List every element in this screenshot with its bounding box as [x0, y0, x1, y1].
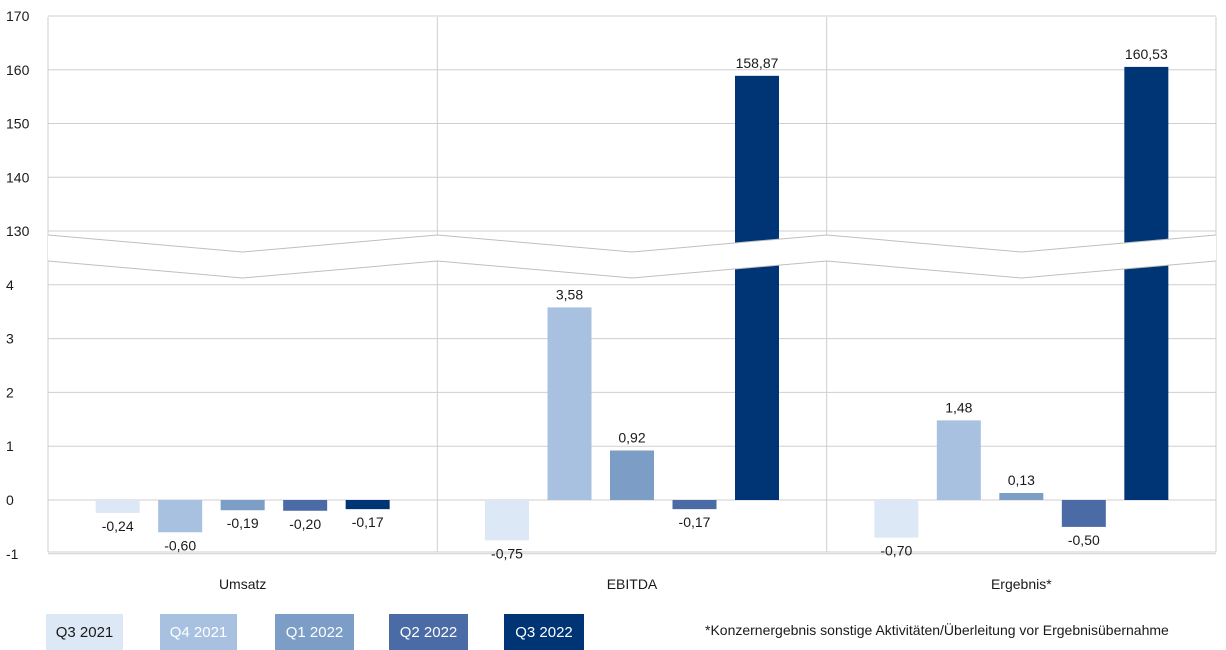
legend-item: Q3 2021	[46, 614, 123, 650]
data-label: 158,87	[736, 55, 779, 71]
y-tick-label: 0	[6, 492, 14, 508]
data-label: -0,70	[880, 543, 912, 559]
bar	[672, 500, 717, 510]
legend-item: Q1 2022	[275, 614, 354, 650]
bar	[345, 500, 390, 510]
data-label: 0,92	[618, 430, 645, 446]
y-tick-label: 4	[6, 277, 14, 293]
bar	[1061, 500, 1106, 527]
y-tick-label: 140	[6, 169, 30, 185]
data-label: -0,17	[679, 514, 711, 530]
data-label: -0,17	[352, 514, 384, 530]
category-label: Ergebnis*	[991, 576, 1052, 592]
data-label: -0,19	[227, 515, 259, 531]
data-label: -0,24	[102, 518, 134, 534]
legend-item: Q2 2022	[389, 614, 468, 650]
data-label: 3,58	[556, 286, 583, 302]
y-tick-label: 2	[6, 384, 14, 400]
y-tick-label: 160	[6, 62, 30, 78]
bar	[936, 420, 981, 500]
y-tick-label: 150	[6, 116, 30, 132]
data-label: 0,13	[1008, 472, 1035, 488]
data-label: 1,48	[945, 399, 972, 415]
legend-item: Q3 2022	[504, 614, 584, 650]
bar	[485, 500, 529, 541]
y-tick-label: 170	[6, 8, 30, 24]
category-label: Umsatz	[219, 576, 266, 592]
bar	[220, 500, 265, 511]
y-tick-label: 130	[6, 223, 30, 239]
bar	[158, 500, 203, 533]
bar	[95, 500, 140, 513]
bar	[874, 500, 919, 538]
data-label: -0,60	[164, 537, 196, 553]
y-tick-label: -1	[6, 546, 19, 562]
bar	[610, 450, 654, 500]
bar	[999, 493, 1044, 500]
category-label: EBITDA	[607, 576, 658, 592]
bar-chart: -1 0 1 2 3 4 130 140 150 160 170 Umsatz EBITDA Ergebn…	[6, 8, 1217, 592]
bar	[1124, 66, 1169, 501]
data-label: -0,20	[289, 516, 321, 532]
axis-break-line-bottom	[47, 260, 1217, 279]
axis-break-band	[48, 235, 1216, 278]
y-tick-label: 1	[6, 438, 14, 454]
footnote: *Konzernergebnis sonstige Aktivitäten/Üb…	[705, 622, 1169, 638]
bar	[735, 75, 779, 500]
data-label: 160,53	[1125, 46, 1168, 62]
data-label: -0,75	[491, 545, 523, 561]
bar	[283, 500, 328, 511]
legend-item: Q4 2021	[160, 614, 237, 650]
axis-break-line-top	[47, 234, 1217, 253]
y-tick-label: 3	[6, 331, 14, 347]
data-label: -0,50	[1068, 532, 1100, 548]
bar	[547, 307, 592, 500]
